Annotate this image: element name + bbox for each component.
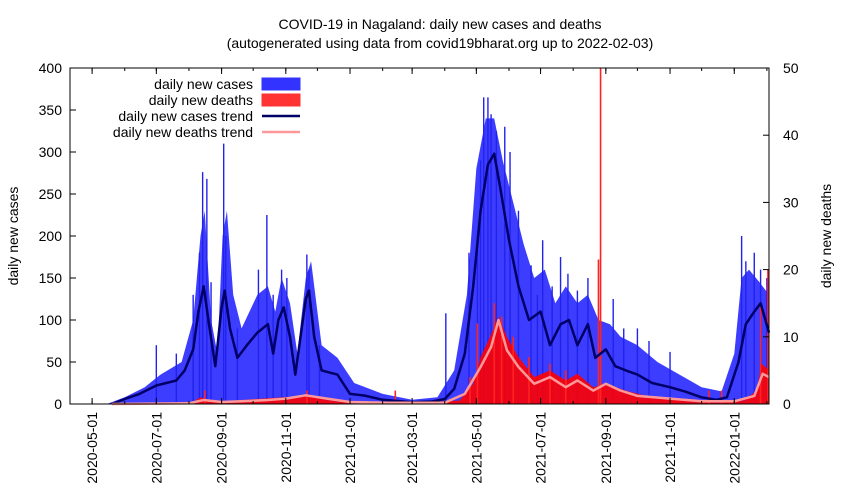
legend-swatch: [261, 93, 301, 107]
x-tick-label: 2020-09-01: [214, 412, 230, 484]
chart-subtitle: (autogenerated using data from covid19bh…: [227, 35, 654, 51]
legend-label: daily new deaths trend: [113, 124, 253, 140]
y-tick-label: 0: [54, 396, 62, 412]
x-tick-label: 2022-01-01: [726, 412, 742, 484]
x-tick-label: 2021-11-01: [662, 412, 678, 483]
y2-tick-label: 30: [783, 194, 799, 210]
legend-label: daily new cases trend: [118, 108, 253, 124]
y2-tick-label: 40: [783, 127, 799, 143]
x-tick-label: 2020-05-01: [84, 412, 100, 484]
y2-tick-label: 10: [783, 329, 799, 345]
x-tick-label: 2021-03-01: [404, 412, 420, 484]
cases-trend-line: [111, 152, 771, 406]
y-tick-label: 350: [39, 102, 63, 118]
cases-area: [106, 118, 770, 405]
legend-swatch: [261, 77, 301, 91]
y-tick-label: 50: [46, 354, 62, 370]
legend-label: daily new cases: [154, 76, 253, 92]
y-tick-label: 150: [39, 270, 63, 286]
x-tick-label: 2020-07-01: [148, 412, 164, 484]
y2-tick-label: 50: [783, 60, 799, 76]
y-tick-label: 100: [39, 312, 63, 328]
y-tick-label: 400: [39, 60, 63, 76]
y-tick-label: 200: [39, 228, 63, 244]
axes: 0 50 100 150 200 250 300 350 400 0 10 20 30 40 50 2020-…: [39, 60, 799, 484]
x-tick-label: 2020-11-01: [278, 412, 294, 483]
y2-axis-label: daily new deaths: [818, 184, 834, 288]
deaths-area: [189, 316, 769, 404]
deaths-trend-line: [112, 318, 770, 406]
x-tick-label: 2021-07-01: [533, 412, 549, 484]
y-tick-label: 300: [39, 144, 63, 160]
x-tick-label: 2021-09-01: [598, 412, 614, 484]
legend-label: daily new deaths: [149, 92, 253, 108]
plot-area: [106, 68, 771, 406]
y-axis-label: daily new cases: [5, 187, 21, 286]
x-tick-label: 2021-05-01: [468, 412, 484, 484]
y-tick-label: 250: [39, 186, 63, 202]
y2-tick-label: 20: [783, 262, 799, 278]
x-tick-label: 2021-01-01: [342, 412, 358, 484]
chart-title: COVID-19 in Nagaland: daily new cases an…: [279, 16, 602, 32]
y2-tick-label: 0: [783, 396, 791, 412]
